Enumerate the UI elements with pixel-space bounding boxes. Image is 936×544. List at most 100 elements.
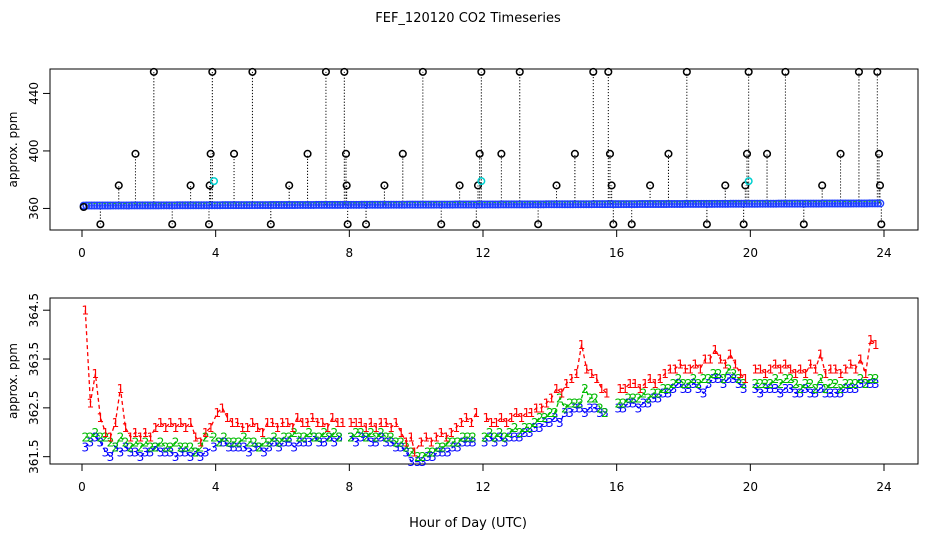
baseline-point	[197, 201, 206, 210]
series-1-line	[755, 338, 877, 375]
spike-point	[534, 220, 543, 229]
series-1-marker: 1	[762, 367, 770, 381]
series-2-marker: 2	[147, 440, 155, 454]
spike-point	[168, 220, 177, 229]
panel-top-markers	[79, 67, 886, 229]
series-1-marker: 1	[533, 401, 541, 415]
spike-point	[472, 220, 481, 229]
series-1-marker: 1	[187, 416, 195, 430]
baseline-point	[253, 201, 262, 210]
series-3-marker: 3	[571, 401, 579, 415]
series-2-marker: 2	[424, 445, 432, 459]
baseline-point	[427, 200, 436, 209]
series-3-marker: 3	[127, 445, 135, 459]
series-2-marker: 2	[414, 450, 422, 464]
series-3-marker: 3	[556, 416, 564, 430]
spike-point	[818, 181, 827, 190]
series-1-marker: 1	[142, 426, 150, 440]
baseline-point	[143, 201, 152, 210]
baseline-point	[95, 201, 104, 210]
baseline-point	[232, 201, 241, 210]
series-2-marker: 2	[107, 436, 115, 450]
series-2-marker: 2	[255, 440, 263, 454]
baseline-point	[379, 200, 388, 209]
series-2-marker: 2	[526, 421, 534, 435]
baseline-point	[603, 200, 612, 209]
series-1-marker: 1	[553, 382, 561, 396]
series-1-marker: 1	[347, 416, 355, 430]
baseline-point	[210, 201, 219, 210]
baseline-point	[550, 200, 559, 209]
series-1-marker: 1	[219, 401, 227, 415]
baseline-point	[646, 200, 655, 209]
series-2-marker: 2	[807, 377, 815, 391]
figure-title: FEF_120120 CO2 Timeseries	[375, 11, 561, 26]
series-2-marker: 2	[675, 372, 683, 386]
cyan-point	[744, 177, 753, 186]
series-1-marker: 1	[467, 416, 475, 430]
series-1-marker: 1	[279, 416, 287, 430]
baseline-point	[715, 199, 724, 208]
series-3-marker: 3	[551, 411, 559, 425]
series-2-marker: 2	[245, 436, 253, 450]
spike-point	[605, 149, 615, 158]
series-2-marker: 2	[481, 431, 489, 445]
baseline-point	[387, 200, 396, 209]
series-3-marker: 3	[357, 431, 365, 445]
series-3-marker: 3	[787, 382, 795, 396]
spike-point	[285, 181, 294, 190]
series-2-marker: 2	[591, 392, 599, 406]
baseline-point	[274, 201, 283, 210]
baseline-point	[796, 199, 805, 208]
baseline-point	[742, 199, 751, 208]
baseline-point	[130, 201, 139, 210]
series-1-marker: 1	[488, 416, 496, 430]
series-1-marker: 1	[234, 416, 242, 430]
baseline-point	[333, 200, 342, 209]
panel-top-ytick-label: 360	[27, 197, 41, 220]
series-1-marker: 1	[339, 416, 347, 430]
series-1-marker: 1	[656, 372, 664, 386]
series-2-marker: 2	[177, 440, 185, 454]
baseline-point	[395, 200, 404, 209]
series-3-marker: 3	[827, 387, 835, 401]
series-2-marker: 2	[705, 372, 713, 386]
baseline-point	[678, 199, 687, 208]
series-2-marker: 2	[541, 411, 549, 425]
baseline-point	[750, 199, 759, 208]
series-1-marker: 1	[102, 426, 110, 440]
series-1-marker: 1	[397, 426, 405, 440]
baseline-point	[269, 201, 278, 210]
baseline-point	[277, 201, 286, 210]
baseline-point	[167, 201, 176, 210]
baseline-point	[718, 199, 727, 208]
series-2-marker: 2	[847, 377, 855, 391]
series-1-marker: 1	[427, 436, 435, 450]
series-3-marker: 3	[620, 401, 628, 415]
series-2-marker: 2	[372, 431, 380, 445]
series-2-marker: 2	[536, 411, 544, 425]
panel-bottom-xtick-label: 12	[475, 480, 490, 494]
series-1-marker: 1	[847, 357, 855, 371]
series-2-marker: 2	[787, 372, 795, 386]
series-3-marker: 3	[680, 382, 688, 396]
baseline-point	[622, 200, 631, 209]
series-3-marker: 3	[230, 440, 238, 454]
series-2-marker: 2	[444, 436, 452, 450]
series-2-marker: 2	[270, 431, 278, 445]
series-2-marker: 2	[655, 387, 663, 401]
series-1-marker: 1	[777, 362, 785, 376]
series-3-marker: 3	[822, 387, 830, 401]
series-3-marker: 3	[407, 455, 415, 469]
baseline-point	[101, 201, 110, 210]
baseline-point	[873, 199, 882, 208]
series-1-marker: 1	[603, 387, 611, 401]
series-1-marker: 1	[757, 362, 765, 376]
series-3-marker: 3	[842, 382, 850, 396]
series-1-marker: 1	[382, 416, 390, 430]
baseline-point	[697, 199, 706, 208]
baseline-point	[103, 201, 112, 210]
baseline-point	[304, 200, 313, 209]
series-1-marker: 1	[402, 436, 410, 450]
baseline-point	[552, 200, 561, 209]
